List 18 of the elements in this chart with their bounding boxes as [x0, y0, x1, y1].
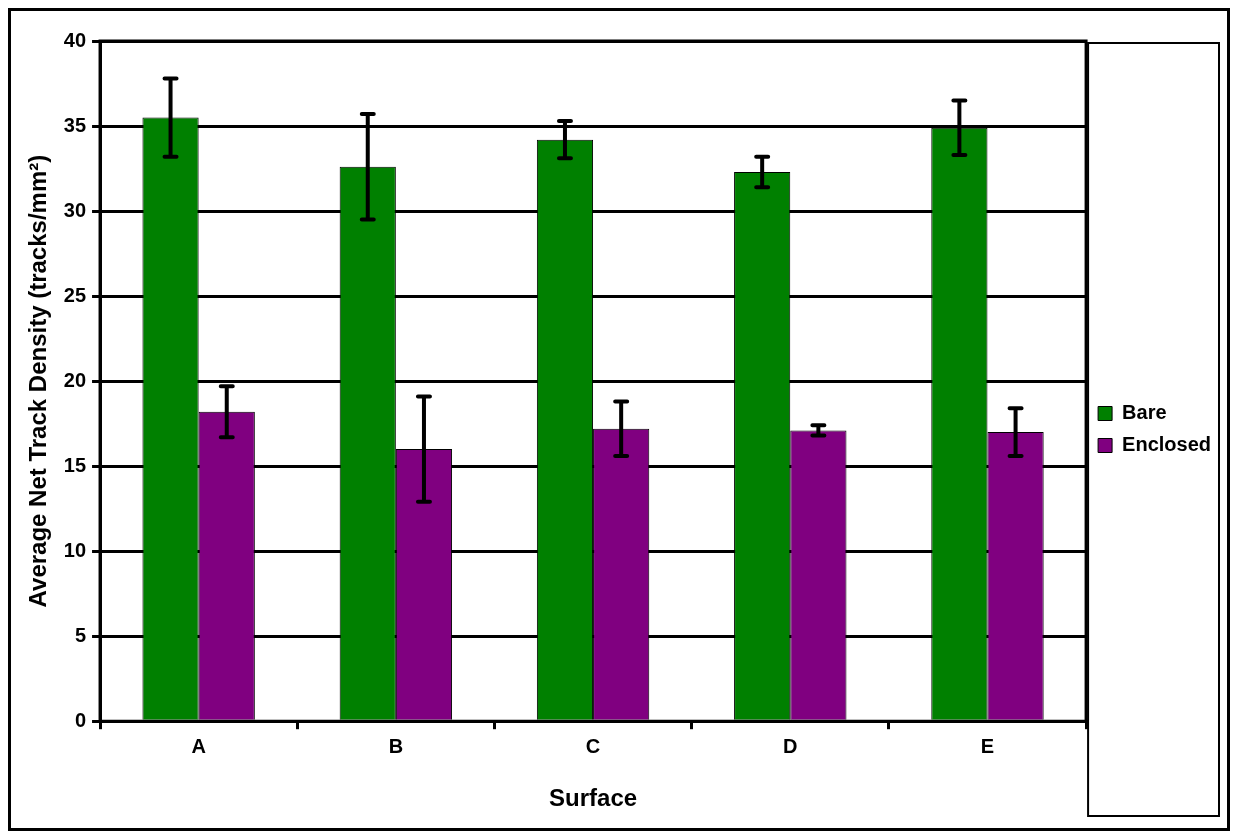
y-tick-label: 0: [74, 708, 87, 731]
y-tick-label: 25: [63, 283, 87, 306]
y-tick-label: 35: [63, 113, 87, 136]
x-tick-label: E: [980, 734, 995, 757]
legend-label: Enclosed: [1122, 433, 1212, 456]
x-tick-label: D: [783, 734, 798, 757]
y-tick-label: 5: [74, 623, 87, 646]
y-tick-label: 10: [63, 538, 87, 561]
y-tick-label: 15: [63, 453, 87, 476]
legend-label: Bare: [1122, 401, 1167, 424]
y-axis-title: Average Net Track Density (tracks/mm²): [24, 154, 52, 608]
x-tick-label: C: [585, 734, 601, 757]
y-tick-label: 40: [63, 28, 87, 51]
x-tick-label: A: [191, 734, 206, 757]
y-tick-label: 30: [63, 198, 87, 221]
x-axis-title: Surface: [549, 784, 638, 812]
x-tick-label: B: [388, 734, 404, 757]
y-tick-label: 20: [63, 368, 87, 391]
